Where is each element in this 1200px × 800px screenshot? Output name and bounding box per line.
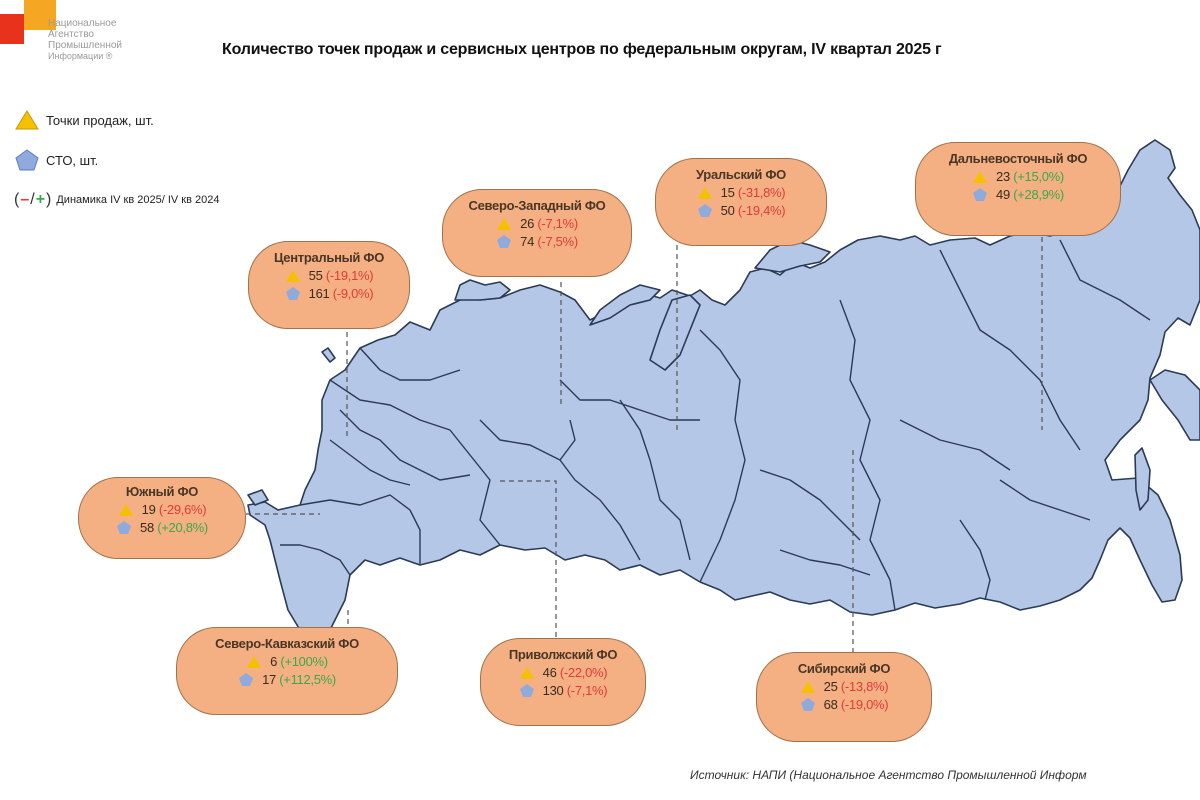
triangle-icon bbox=[497, 217, 512, 230]
bubble-ural: Уральский ФО 15 (-31,8%) 50 (-19,4%) bbox=[655, 158, 827, 246]
triangle-icon bbox=[973, 170, 988, 183]
map-title: Количество точек продаж и сервисных цент… bbox=[222, 41, 942, 58]
bubble-fareast: Дальневосточный ФО 23 (+15,0%) 49 (+28,9… bbox=[915, 142, 1121, 236]
sales-line: 15 (-31,8%) bbox=[656, 185, 826, 200]
border-central bbox=[329, 379, 501, 546]
pentagon-icon bbox=[15, 149, 39, 171]
bubble-central: Центральный ФО 55 (-19,1%) 161 (-9,0%) bbox=[248, 241, 410, 329]
border-9 bbox=[759, 469, 861, 541]
border-south bbox=[299, 494, 421, 565]
legend: Точки продаж, шт. СТО, шт. (–/+) Динамик… bbox=[14, 108, 219, 228]
taimyr-peninsula bbox=[754, 239, 831, 273]
triangle-icon bbox=[118, 503, 133, 516]
sales-line: 55 (-19,1%) bbox=[249, 268, 409, 283]
border-nc bbox=[280, 544, 351, 576]
border-4 bbox=[619, 399, 691, 561]
border-12 bbox=[959, 519, 991, 601]
kaliningrad bbox=[247, 489, 269, 506]
border-8 bbox=[999, 479, 1091, 521]
leader-volga bbox=[500, 480, 557, 638]
sto-line: 68 (-19,0%) bbox=[757, 697, 931, 712]
bubble-northwest: Северо-Западный ФО 26 (-7,1%) 74 (-7,5%) bbox=[442, 189, 632, 277]
border-ural-east bbox=[699, 329, 746, 583]
kola-peninsula bbox=[454, 279, 511, 301]
sto-line: 161 (-9,0%) bbox=[249, 286, 409, 301]
source-note: Источник: НАПИ (Национальное Агентство П… bbox=[690, 768, 1087, 782]
border-5 bbox=[559, 379, 700, 421]
sakhalin bbox=[1134, 447, 1151, 511]
pentagon-icon bbox=[285, 287, 300, 300]
triangle-icon bbox=[697, 186, 712, 199]
pentagon-icon bbox=[697, 204, 712, 217]
border-11 bbox=[779, 549, 871, 576]
pentagon-icon bbox=[800, 698, 815, 711]
logo-red-square bbox=[0, 14, 24, 44]
triangle-icon bbox=[15, 110, 39, 130]
triangle-icon bbox=[247, 655, 262, 668]
border-volga bbox=[479, 419, 641, 561]
sto-line: 130 (-7,1%) bbox=[481, 683, 645, 698]
logo-orange-square bbox=[24, 0, 56, 30]
bubble-ncaucasus: Северо-Кавказский ФО 6 (+100%) 17 (+112,… bbox=[176, 627, 398, 715]
logo-org-name: Национальное Агентство Промышленной Инфо… bbox=[48, 18, 122, 61]
legend-dynamics: (–/+) Динамика IV кв 2025/ IV кв 2024 bbox=[14, 191, 220, 208]
pentagon-icon bbox=[117, 521, 132, 534]
triangle-icon bbox=[800, 680, 815, 693]
border-3 bbox=[329, 439, 411, 486]
bubble-siberia: Сибирский ФО 25 (-13,8%) 68 (-19,0%) bbox=[756, 652, 932, 742]
sto-line: 49 (+28,9%) bbox=[916, 187, 1120, 202]
kamchatka bbox=[1149, 369, 1200, 441]
bubble-volga: Приволжский ФО 46 (-22,0%) 130 (-7,1%) bbox=[480, 638, 646, 726]
yamal-peninsula bbox=[649, 294, 701, 371]
logo-abbr: НАПИ bbox=[2, 4, 19, 10]
sto-line: 74 (-7,5%) bbox=[443, 234, 631, 249]
border-7 bbox=[1059, 239, 1151, 321]
sto-line: 58 (+20,8%) bbox=[79, 520, 245, 535]
pentagon-icon bbox=[497, 235, 512, 248]
pentagon-icon bbox=[519, 684, 534, 697]
sales-line: 6 (+100%) bbox=[177, 654, 397, 669]
pentagon-icon bbox=[973, 188, 988, 201]
island-1 bbox=[321, 347, 336, 363]
sales-line: 46 (-22,0%) bbox=[481, 665, 645, 680]
border-1 bbox=[359, 347, 461, 381]
border-6 bbox=[939, 249, 1081, 451]
sales-line: 25 (-13,8%) bbox=[757, 679, 931, 694]
border-2 bbox=[339, 409, 471, 481]
sto-line: 17 (+112,5%) bbox=[177, 672, 397, 687]
triangle-icon bbox=[519, 666, 534, 679]
dynamics-symbol: (–/+) bbox=[14, 191, 53, 208]
border-10 bbox=[899, 419, 1011, 471]
sales-line: 19 (-29,6%) bbox=[79, 502, 245, 517]
sales-line: 23 (+15,0%) bbox=[916, 169, 1120, 184]
triangle-icon bbox=[285, 269, 300, 282]
sales-line: 26 (-7,1%) bbox=[443, 216, 631, 231]
border-ural-west bbox=[559, 419, 576, 461]
pentagon-icon bbox=[239, 673, 254, 686]
legend-sales: Точки продаж, шт. bbox=[14, 108, 219, 132]
border-siberia-fareast bbox=[839, 299, 896, 611]
legend-sto: СТО, шт. bbox=[14, 148, 219, 172]
novaya-zemlya bbox=[589, 284, 661, 326]
bubble-south: Южный ФО 19 (-29,6%) 58 (+20,8%) bbox=[78, 477, 246, 559]
napi-logo: НАПИ Национальное Агентство Промышленной… bbox=[0, 0, 140, 80]
sto-line: 50 (-19,4%) bbox=[656, 203, 826, 218]
